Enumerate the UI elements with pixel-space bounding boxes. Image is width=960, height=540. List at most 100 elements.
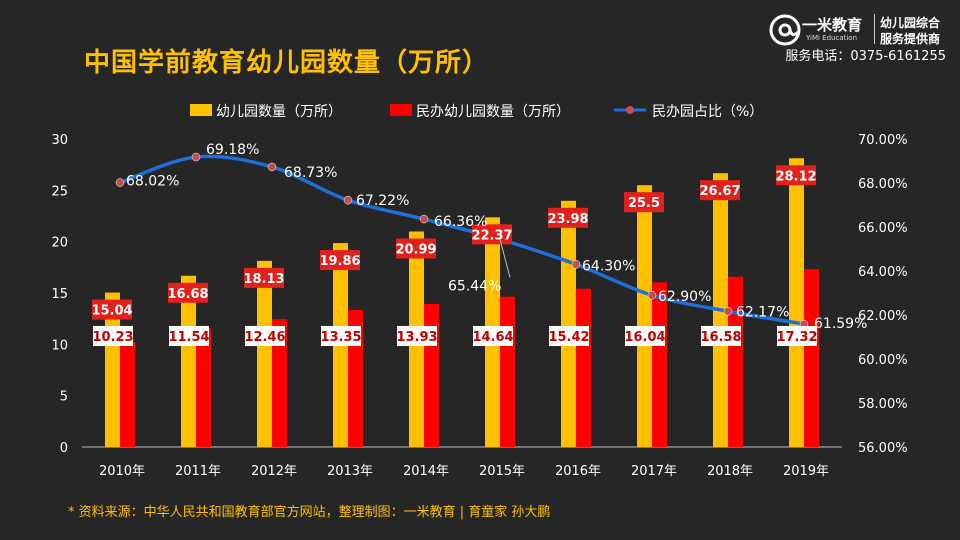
data-label-ratio: 68.02% [126,174,179,190]
y-right-axis: 56.00% 58.00% 60.00% 62.00% 64.00% 66.00% 68.0… [858,133,908,456]
ratio-point [267,162,277,172]
ratio-point [343,195,353,205]
x-tick-label: 2011年 [175,464,221,479]
data-label-private: 11.54 [168,325,210,346]
data-label-total-box [776,165,816,186]
y-left-tick-label: 30 [51,133,68,148]
at-sign-logo-icon [769,14,801,46]
y-left-tick-label: 5 [60,390,68,405]
y-right-tick-label: 60.00% [858,353,908,368]
data-label-private: 14.64 [472,325,514,346]
data-label-ratio: 66.36% [434,214,487,230]
data-label-total-text: 23.98 [547,212,588,227]
y-right-tick-label: 58.00% [858,397,908,412]
data-label-ratio: 67.22% [356,193,409,209]
data-label-private-box [321,325,361,346]
data-label-total-text: 26.67 [699,184,740,199]
data-label-private: 16.04 [624,325,666,346]
data-label-private-box [245,325,285,346]
data-label-total-box [168,282,208,303]
legend-label-private: 民办幼儿园数量（万所） [416,104,570,120]
logo-divider [874,14,875,44]
data-label-total-text: 19.86 [319,254,360,269]
y-right-tick-label: 68.00% [858,177,908,192]
data-label-ratio: 69.18% [206,142,259,158]
y-right-tick-label: 64.00% [858,265,908,280]
legend-marker-ratio [626,106,634,114]
bar-total [561,200,576,447]
data-label-total-text: 15.04 [91,304,132,319]
legend-label-ratio: 民办园占比（%） [652,104,763,120]
bar-private [196,328,211,447]
data-label-private-text: 17.32 [776,330,817,345]
data-label-total-text: 25.5 [628,196,660,211]
data-label-total-box [700,180,740,201]
data-label-total-text: 22.37 [471,228,512,243]
data-label-private-text: 12.46 [244,330,285,345]
data-label-total-box [92,299,132,320]
x-tick-label: 2013年 [327,464,373,479]
bar-total [637,185,652,447]
x-tick-label: 2015年 [479,464,525,479]
y-right-tick-label: 62.00% [858,309,908,324]
data-label-private-text: 15.42 [548,330,589,345]
data-label-private-text: 16.04 [624,330,665,345]
data-label-private: 13.93 [396,325,438,346]
y-left-tick-label: 10 [51,338,68,353]
brand-slogan-line1: 幼儿园综合 [880,16,941,30]
data-label-private-text: 13.93 [396,330,437,345]
y-left-axis: 0 5 10 15 20 25 30 [51,133,68,456]
bar-private [272,319,287,447]
x-tick-label: 2010年 [99,464,145,479]
data-label-ratio: 61.59% [814,316,867,332]
data-label-private-text: 11.54 [168,330,209,345]
data-label-private-text: 10.23 [92,330,133,345]
legend-label-total: 幼儿园数量（万所） [216,104,342,120]
x-tick-label: 2017年 [631,464,677,479]
legend-swatch-private [390,104,412,116]
data-label-ratio: 64.30% [582,258,635,274]
ratio-point [115,178,125,187]
data-label-total: 25.5 [624,192,664,213]
series-ratio-line [115,152,809,329]
x-tick-label: 2018年 [707,464,753,479]
legend: 幼儿园数量（万所） 民办幼儿园数量（万所） 民办园占比（%） [190,104,763,120]
bar-private [804,269,819,447]
y-left-tick-label: 15 [51,287,68,302]
data-label-total: 15.04 [91,299,133,320]
ratio-point [571,260,581,269]
x-tick-label: 2012年 [251,464,297,479]
ratio-point [419,214,429,224]
data-label-total-text: 28.12 [775,169,816,184]
brand-name-en: YiMi Education [806,34,858,42]
y-right-tick-label: 70.00% [858,133,908,148]
y-left-tick-label: 20 [51,236,68,251]
bar-private [652,282,667,447]
data-label-private: 16.58 [700,325,742,346]
data-label-private-box [777,325,817,346]
ratio-point [723,307,733,316]
data-labels-ratio: 68.02% 69.18% 68.73% 67.22% 66.36% 65.44% 64.3… [126,142,867,332]
y-left-tick-label: 0 [60,441,68,456]
data-label-private: 17.32 [776,325,818,346]
data-label-private: 10.23 [92,325,134,346]
ratio-line-path [119,154,805,326]
data-label-ratio: 62.90% [658,289,711,305]
data-label-private: 12.46 [244,325,286,346]
x-tick-label: 2019年 [783,464,829,479]
data-label-ratio: 62.17% [736,304,789,320]
data-label-total: 18.13 [243,267,285,288]
bar-total [789,158,804,447]
data-label-total-box [472,224,512,245]
x-tick-label: 2014年 [403,464,449,479]
data-label-total: 28.12 [775,165,817,186]
data-label-total: 23.98 [547,207,589,228]
data-label-total-box [624,192,664,213]
data-label-total-text: 18.13 [243,272,284,287]
ratio-point [647,290,657,300]
x-tick-label: 2016年 [555,464,601,479]
y-right-tick-label: 66.00% [858,221,908,236]
data-label-ratio: 65.44% [448,278,501,294]
data-label-private-box [549,325,589,346]
